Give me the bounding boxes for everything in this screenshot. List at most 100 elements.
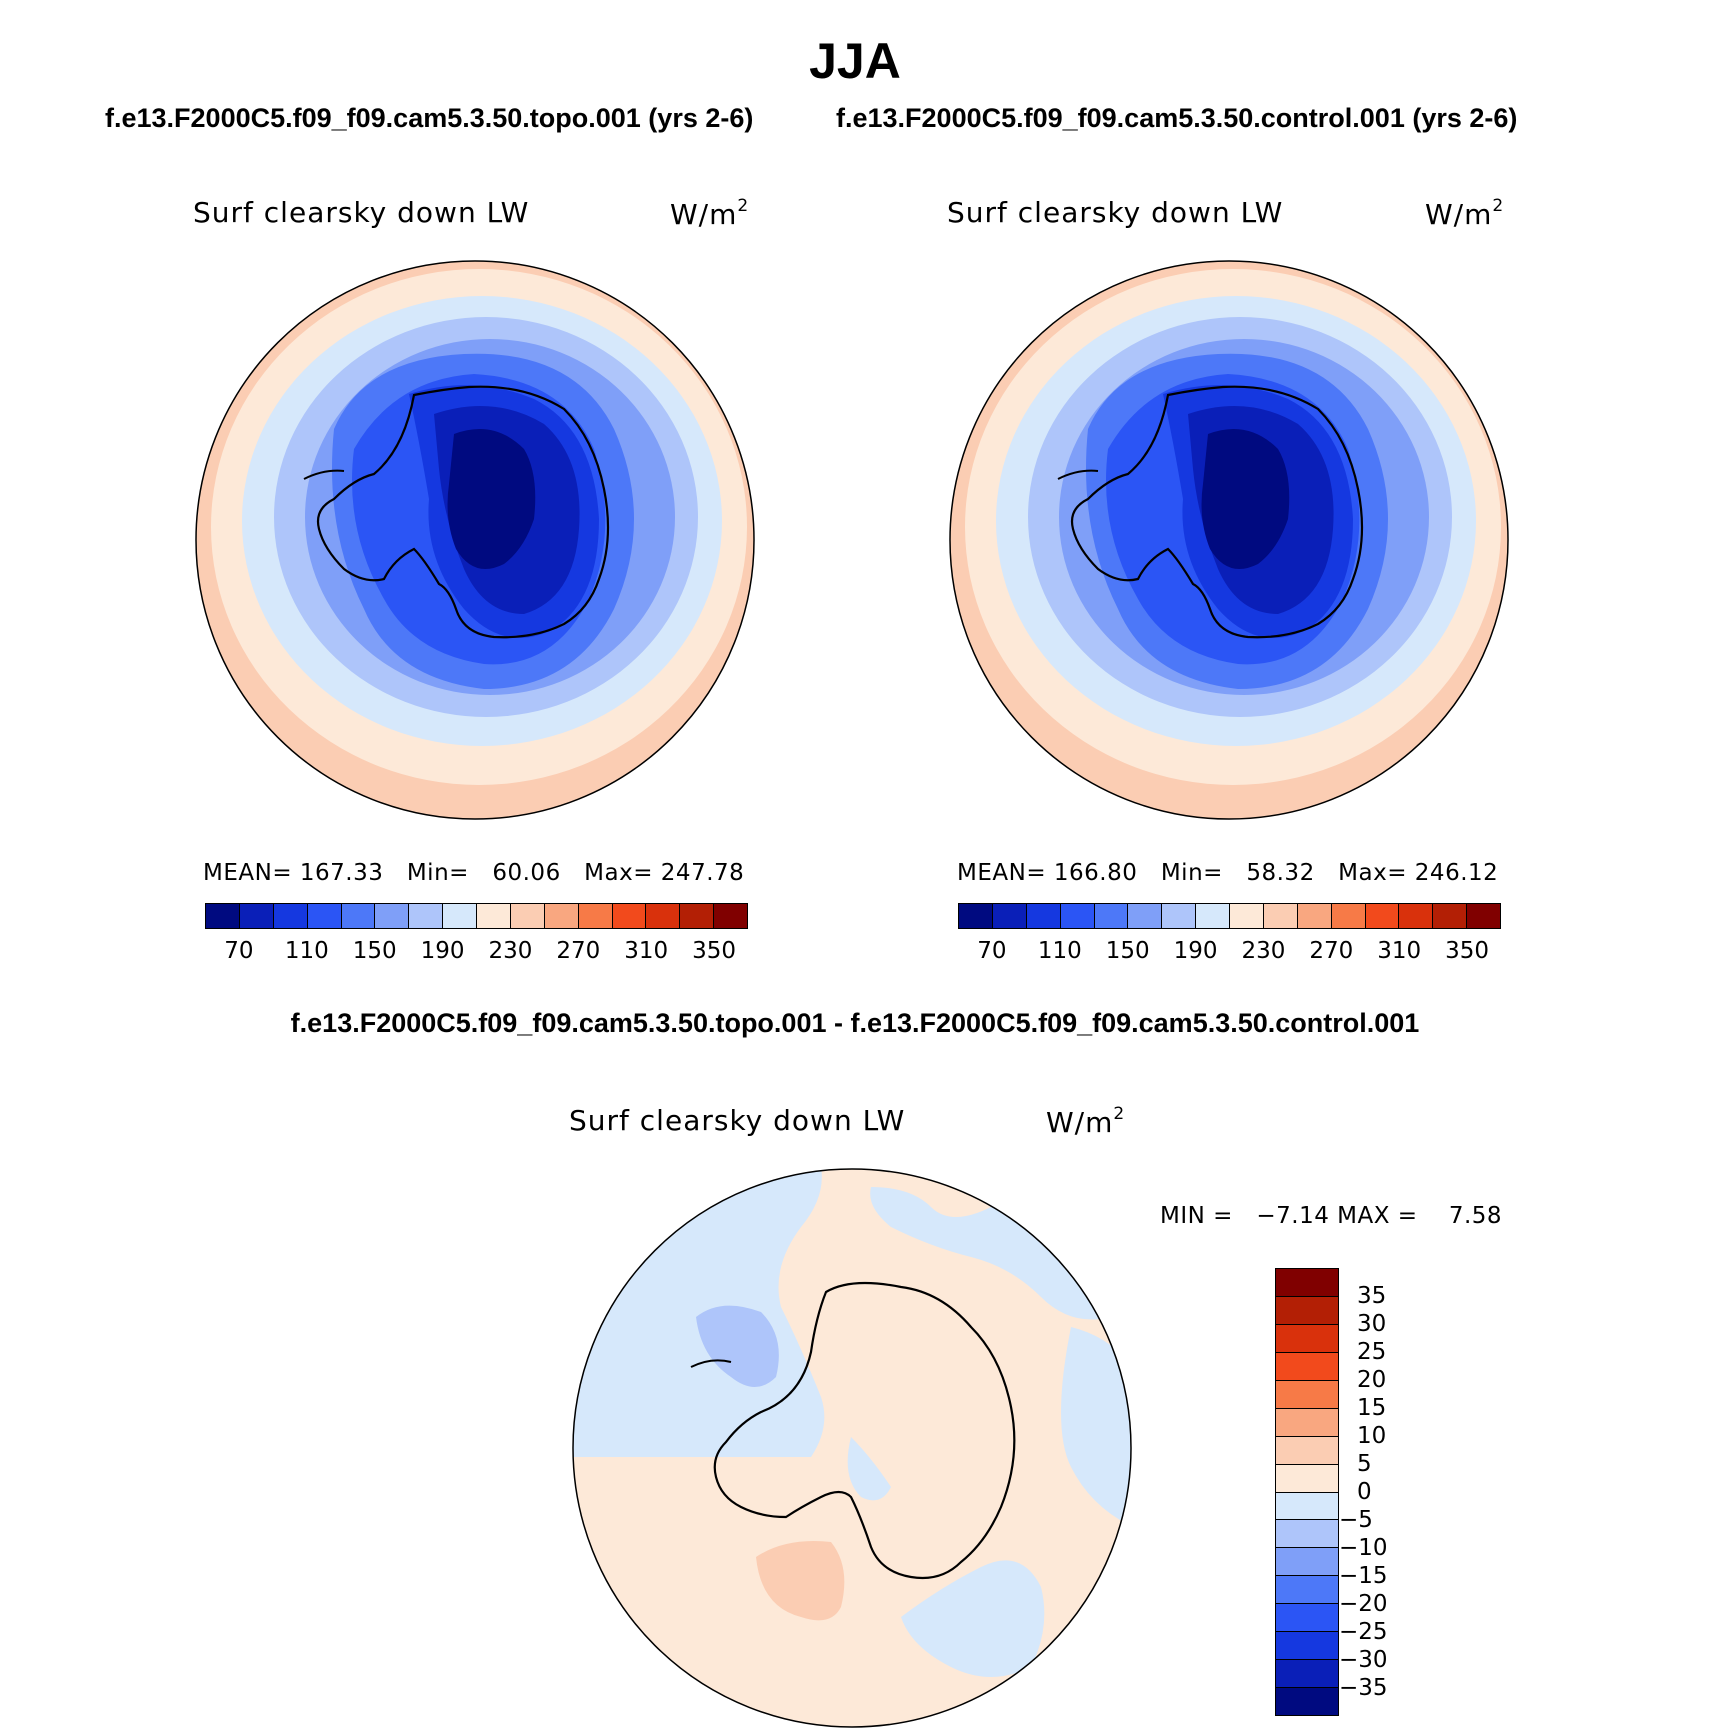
colorbar-box [1276,1269,1338,1297]
colorbar-box [1276,1436,1338,1465]
colorbar-box [409,904,444,928]
colorbar-box [1060,904,1095,928]
colorbar-box [959,904,993,928]
colorbar-box [1276,1660,1338,1689]
colorbar-tick-label: 10 [1357,1423,1387,1449]
colorbar-tick-label: −5 [1339,1507,1373,1533]
colorbar-tick-label: 70 [977,938,1007,964]
colorbar-tick-label: 150 [352,938,397,964]
colorbar-tick-label: 110 [284,938,329,964]
colorbar-box [1276,1520,1338,1549]
colorbar-box [1467,904,1500,928]
colorbar-box [680,904,715,928]
colorbar-box [1196,904,1230,928]
colorbar-box [1331,904,1366,928]
colorbar-box [510,904,545,928]
colorbar-tick-label: −35 [1339,1675,1388,1701]
colorbar-box [477,904,511,928]
colorbar-box [1365,904,1400,928]
colorbar-tick-label: −15 [1339,1563,1388,1589]
right-polar-map [949,260,1509,820]
colorbar-box [1094,904,1129,928]
left-colorbar [205,903,748,929]
colorbar-box [1263,904,1298,928]
colorbar-tick-label: 5 [1357,1451,1372,1477]
colorbar-tick-label: 20 [1357,1367,1387,1393]
colorbar-box [1162,904,1197,928]
colorbar-box [1276,1296,1338,1325]
colorbar-tick-label: 230 [1241,938,1286,964]
right-stats: MEAN= 166.80 Min= 58.32 Max= 246.12 [957,860,1499,886]
colorbar-tick-label: 110 [1037,938,1082,964]
colorbar-box [1276,1324,1338,1353]
right-variable-label: Surf clearsky down LW [947,196,1284,229]
colorbar-tick-label: 350 [1445,938,1490,964]
diff-colorbar [1275,1268,1339,1716]
colorbar-tick-label: 270 [1309,938,1354,964]
colorbar-box [1276,1632,1338,1661]
main-title: JJA [809,33,901,89]
colorbar-tick-label: 35 [1357,1283,1387,1309]
colorbar-box [1276,1380,1338,1409]
colorbar-tick-label: 15 [1357,1395,1387,1421]
colorbar-box [1276,1464,1338,1493]
left-variable-label: Surf clearsky down LW [193,196,530,229]
colorbar-box [1276,1688,1338,1715]
colorbar-box [443,904,477,928]
colorbar-tick-label: 230 [488,938,533,964]
colorbar-tick-label: 25 [1357,1339,1387,1365]
diff-units-label: W/m2 [1046,1104,1126,1139]
colorbar-tick-label: 350 [692,938,737,964]
colorbar-box [239,904,274,928]
colorbar-tick-label: 30 [1357,1311,1387,1337]
left-polar-map [195,260,755,820]
colorbar-tick-label: 150 [1105,938,1150,964]
colorbar-tick-label: 270 [556,938,601,964]
right-units-label: W/m2 [1425,196,1505,231]
colorbar-box [1276,1492,1338,1521]
colorbar-box [646,904,681,928]
colorbar-box [578,904,613,928]
colorbar-box [307,904,342,928]
colorbar-box [1276,1548,1338,1577]
colorbar-box [1276,1408,1338,1437]
left-stats: MEAN= 167.33 Min= 60.06 Max= 247.78 [203,860,745,886]
colorbar-box [206,904,240,928]
colorbar-tick-label: 70 [224,938,254,964]
colorbar-box [1276,1576,1338,1605]
right-colorbar-ticks: 70 110 150 190 230 270 310 350 [958,938,1501,968]
left-colorbar-ticks: 70 110 150 190 230 270 310 350 [205,938,748,968]
colorbar-box [1399,904,1434,928]
colorbar-tick-label: −10 [1339,1535,1388,1561]
colorbar-box [612,904,647,928]
difference-polar-map [572,1168,1132,1728]
colorbar-box [1026,904,1061,928]
diff-min-max: MIN = −7.14 MAX = 7.58 [1160,1203,1503,1229]
left-case-title: f.e13.F2000C5.f09_f09.cam5.3.50.topo.001… [105,103,754,133]
colorbar-tick-label: −25 [1339,1619,1388,1645]
colorbar-box [375,904,410,928]
colorbar-tick-label: 0 [1357,1479,1372,1505]
right-case-title: f.e13.F2000C5.f09_f09.cam5.3.50.control.… [836,103,1518,133]
difference-title: f.e13.F2000C5.f09_f09.cam5.3.50.topo.001… [290,1008,1420,1038]
colorbar-box [992,904,1027,928]
colorbar-tick-label: −30 [1339,1647,1388,1673]
colorbar-box [1128,904,1163,928]
diff-variable-label: Surf clearsky down LW [569,1104,906,1137]
colorbar-box [544,904,579,928]
colorbar-tick-label: 190 [420,938,465,964]
colorbar-tick-label: 310 [624,938,669,964]
colorbar-box [1433,904,1468,928]
colorbar-box [273,904,308,928]
colorbar-tick-label: 310 [1377,938,1422,964]
left-units-label: W/m2 [670,196,750,231]
colorbar-box [1230,904,1264,928]
right-colorbar [958,903,1501,929]
colorbar-box [341,904,376,928]
colorbar-box [1297,904,1332,928]
colorbar-tick-label: −20 [1339,1591,1388,1617]
colorbar-box [1276,1604,1338,1633]
colorbar-box [1276,1352,1338,1381]
colorbar-tick-label: 190 [1173,938,1218,964]
diff-colorbar-ticks: 35 30 25 20 15 10 5 0 −5 −10 −15 −20 −25 −30 −35 [1339,1268,1435,1716]
